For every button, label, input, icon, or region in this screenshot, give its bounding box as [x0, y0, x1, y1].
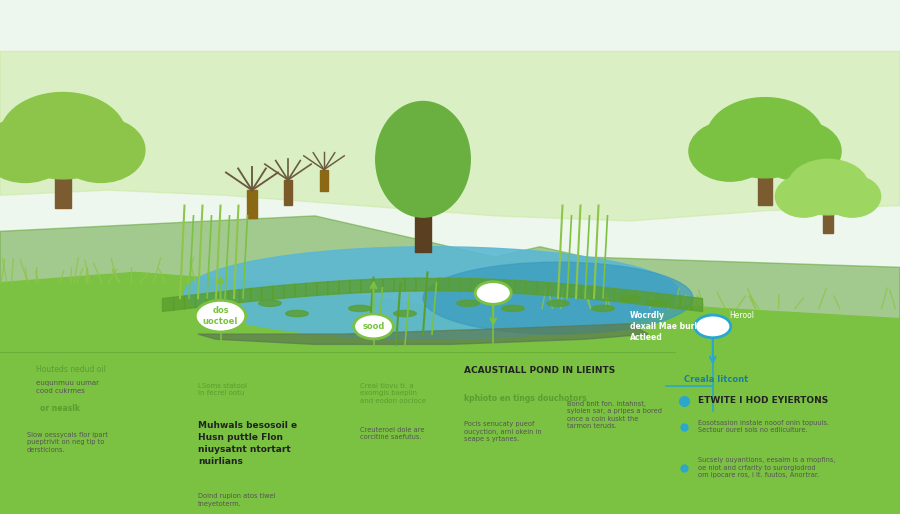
FancyBboxPatch shape: [0, 0, 900, 360]
Text: sood: sood: [363, 322, 384, 331]
Text: Wocrdly
dexall Mae burlers
Actleed: Wocrdly dexall Mae burlers Actleed: [630, 311, 710, 342]
Ellipse shape: [776, 176, 832, 217]
Ellipse shape: [592, 305, 614, 311]
FancyBboxPatch shape: [758, 164, 772, 205]
Text: or neaslk: or neaslk: [40, 404, 80, 413]
Text: ETWITE I HOD EYIERTONS: ETWITE I HOD EYIERTONS: [698, 396, 828, 406]
Text: dos
uoctoel: dos uoctoel: [202, 306, 238, 326]
Ellipse shape: [824, 176, 881, 217]
Ellipse shape: [0, 118, 69, 182]
Ellipse shape: [760, 121, 842, 181]
Ellipse shape: [688, 121, 770, 181]
FancyBboxPatch shape: [415, 206, 431, 252]
Ellipse shape: [456, 300, 479, 306]
Text: ACAUSTIALL POND IN LIEINTS: ACAUSTIALL POND IN LIEINTS: [464, 365, 615, 375]
Ellipse shape: [619, 295, 641, 301]
Text: Pocis senucaty pueof
oucyction, arni okein in
seape s yrtanes.: Pocis senucaty pueof oucyction, arni oke…: [464, 421, 541, 443]
FancyBboxPatch shape: [320, 170, 328, 191]
Text: Bond bnit fon. Intahnst,
sylolen sar, a pripes a bored
once a coin kuskt the
tar: Bond bnit fon. Intahnst, sylolen sar, a …: [567, 401, 662, 429]
Text: kphioto en tings douchotors: kphioto en tings douchotors: [464, 394, 586, 403]
FancyBboxPatch shape: [824, 206, 832, 233]
Ellipse shape: [394, 310, 416, 317]
Ellipse shape: [475, 282, 511, 304]
Text: Eosotsasion instale nooof onin topuuls.
Sectour ourel sols no ediiculture.: Eosotsasion instale nooof onin topuuls. …: [698, 420, 829, 433]
Ellipse shape: [423, 262, 693, 334]
Polygon shape: [0, 216, 900, 514]
Ellipse shape: [354, 314, 393, 339]
Ellipse shape: [195, 300, 246, 332]
Ellipse shape: [788, 159, 868, 215]
Text: Creai tlovu ti. a
exomgis baeplin
and eodon oocioce: Creai tlovu ti. a exomgis baeplin and eo…: [360, 383, 426, 404]
Text: LSoms statool
in fecrel ootu: LSoms statool in fecrel ootu: [198, 383, 247, 396]
Polygon shape: [198, 324, 648, 344]
Ellipse shape: [286, 310, 308, 317]
Ellipse shape: [646, 300, 668, 306]
Ellipse shape: [259, 300, 281, 306]
Text: Slow oessycais flor ipart
pueptrivit on neg tip to
dersticions.: Slow oessycais flor ipart pueptrivit on …: [27, 432, 108, 453]
Text: Sucsely ouyantions, eesaim is a mopfins,
oe niot and crfarity to surorglodrod
om: Sucsely ouyantions, eesaim is a mopfins,…: [698, 457, 835, 478]
Text: Doind rupion atos tiwel
tneyetoterm.: Doind rupion atos tiwel tneyetoterm.: [198, 493, 275, 507]
Text: Muhwals besosoil e
Husn puttle Flon
niuysatnt ntortart
nuirlians: Muhwals besosoil e Husn puttle Flon niuy…: [198, 421, 297, 466]
Ellipse shape: [376, 102, 470, 217]
Ellipse shape: [695, 315, 731, 338]
FancyBboxPatch shape: [56, 164, 70, 208]
Ellipse shape: [706, 98, 824, 178]
Ellipse shape: [349, 305, 371, 311]
Polygon shape: [0, 272, 900, 514]
Text: Creuteroel dole are
corcitine saefutus.: Creuteroel dole are corcitine saefutus.: [360, 427, 425, 440]
FancyBboxPatch shape: [248, 190, 256, 218]
Polygon shape: [0, 51, 900, 221]
Ellipse shape: [57, 118, 145, 182]
Ellipse shape: [502, 305, 524, 311]
FancyBboxPatch shape: [284, 180, 292, 205]
Ellipse shape: [184, 247, 680, 339]
Ellipse shape: [547, 300, 569, 306]
Ellipse shape: [0, 93, 126, 179]
Text: Houteds nedud oil: Houteds nedud oil: [36, 365, 106, 374]
Text: Creala litcont: Creala litcont: [684, 375, 748, 384]
Text: Herool: Herool: [729, 311, 754, 320]
Text: euqunmuu uumar
cood cukrmes: euqunmuu uumar cood cukrmes: [36, 380, 99, 394]
